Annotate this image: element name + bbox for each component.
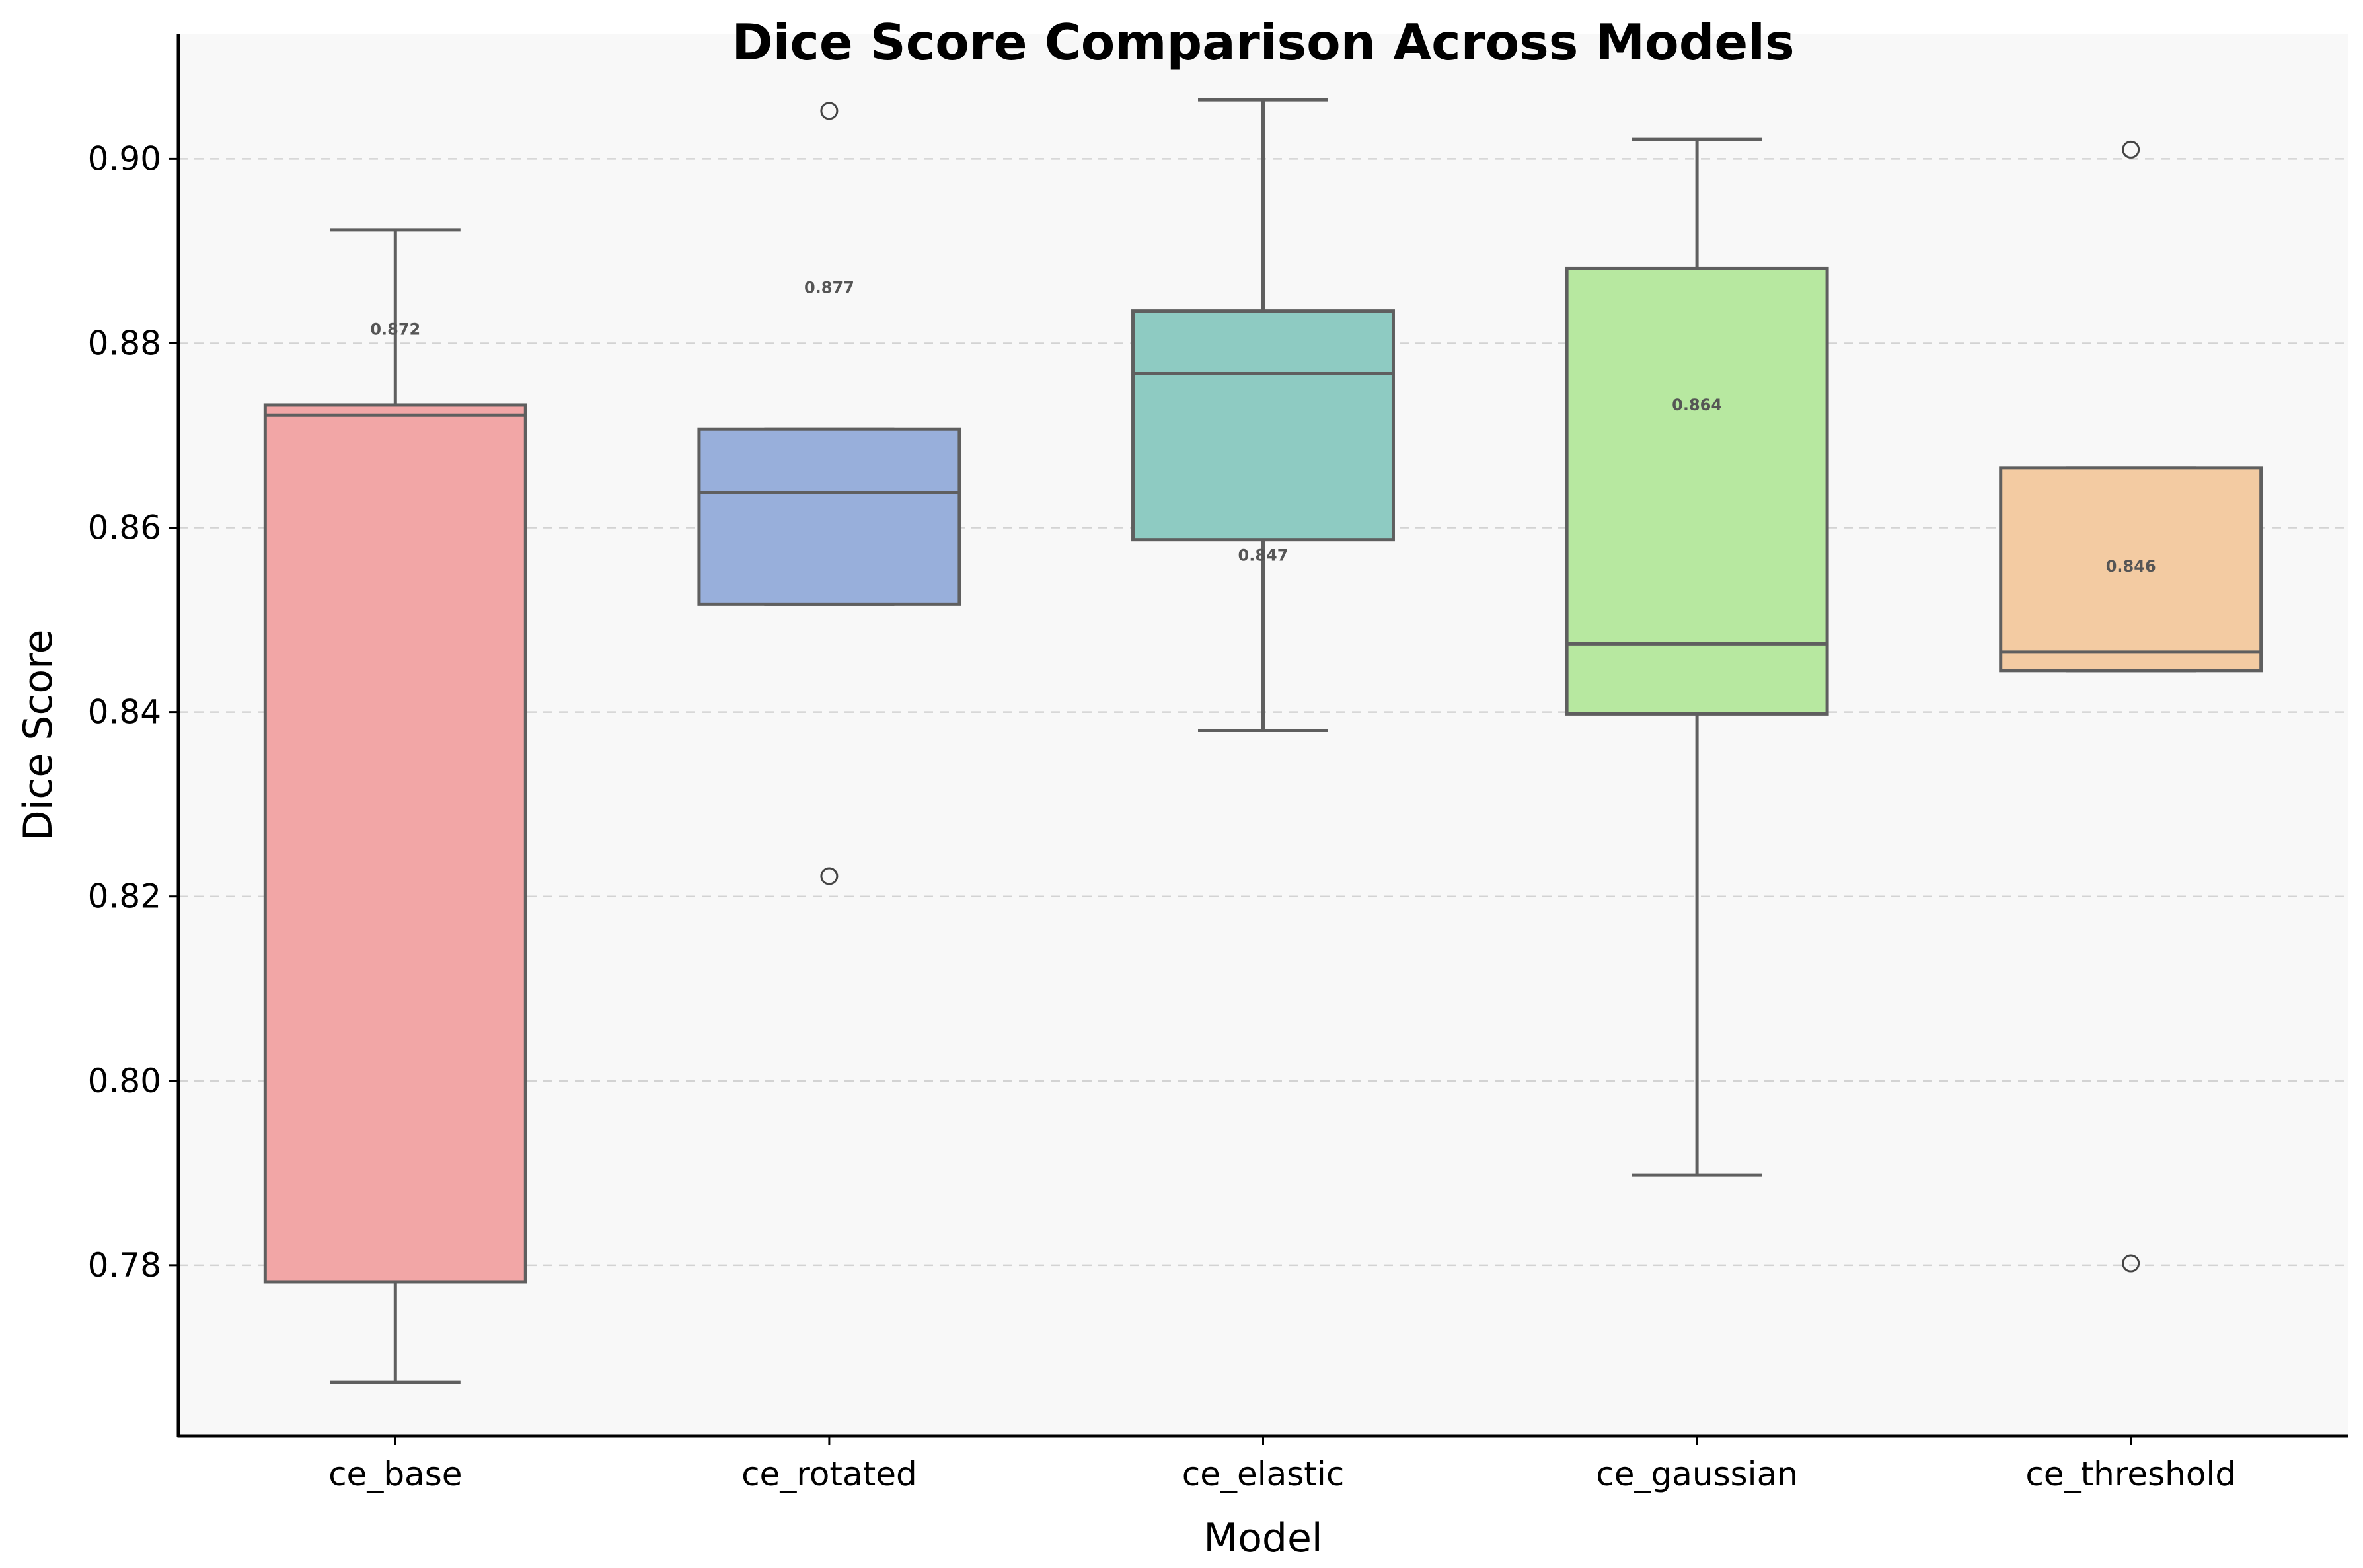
box-ce_elastic: 0.847 [1131,98,1395,733]
data-label: 0.846 [2106,557,2156,576]
y-tick-label: 0.82 [88,877,161,916]
y-tick-label: 0.90 [88,139,161,178]
y-tick-label: 0.88 [88,324,161,362]
box-iqr [1131,309,1395,542]
box-ce_base: 0.872 [263,228,527,1384]
y-tick-label: 0.86 [88,509,161,547]
x-tick-label: ce_rotated [741,1455,917,1493]
box-iqr [697,427,961,606]
data-label: 0.872 [370,320,420,339]
axes: 0.78 0.80 0.82 0.84 0.86 0.88 0.90 ce_base ce_ro… [88,34,2348,1493]
box-iqr [1565,266,1829,716]
outlier-point [2122,140,2140,159]
data-label: 0.877 [804,279,854,297]
outlier-point [820,867,839,885]
box-ce_gaussian: 0.864 [1565,137,1829,1177]
x-axis-label: Model [1203,1515,1322,1561]
outlier-point [2122,1254,2140,1273]
boxes: 0.872 0.877 0.847 0.864 0.846 [263,98,2263,1384]
box-iqr [263,403,527,1284]
data-label: 0.847 [1238,546,1289,564]
x-tick-label: ce_gaussian [1596,1455,1798,1493]
x-tick-label: ce_elastic [1182,1455,1345,1493]
x-tick-label: ce_threshold [2025,1455,2236,1493]
box-ce_rotated: 0.877 [697,102,961,885]
data-label: 0.864 [1672,396,1722,414]
outlier-point [820,102,839,120]
y-axis-label: Dice Score [15,630,61,841]
box-iqr [1999,466,2263,673]
box-ce_threshold: 0.846 [1999,140,2263,1273]
y-tick-label: 0.80 [88,1062,161,1100]
y-tick-label: 0.84 [88,693,161,731]
y-tick-label: 0.78 [88,1246,161,1285]
chart-title: Dice Score Comparison Across Models [731,13,1794,71]
x-tick-label: ce_base [328,1455,462,1493]
